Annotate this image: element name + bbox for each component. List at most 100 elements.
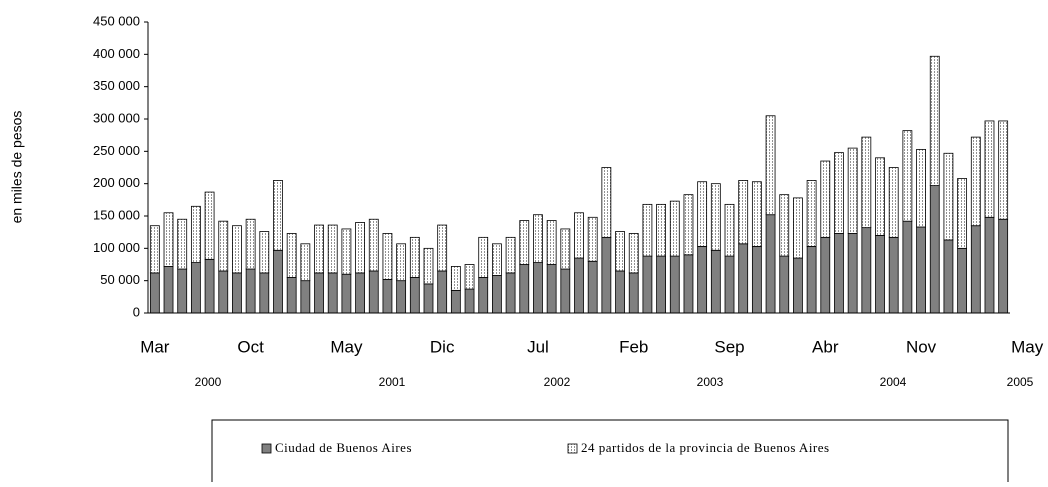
- bar-segment: [710, 249, 721, 314]
- x-tick-label: May: [330, 337, 363, 356]
- bar-segment: [615, 231, 625, 272]
- bar-segment: [437, 270, 448, 314]
- bar-segment: [314, 272, 324, 314]
- x-tick-label: May: [1011, 337, 1044, 356]
- bar-segment: [642, 255, 653, 314]
- bar-segment: [834, 152, 844, 234]
- bar-segment: [888, 167, 899, 238]
- bar-segment: [601, 167, 612, 238]
- bar-segment: [628, 272, 639, 314]
- bar-segment: [396, 243, 407, 282]
- bar-segment: [916, 148, 926, 228]
- bar-segment: [355, 272, 365, 314]
- bar-segment: [273, 249, 283, 314]
- bar-segment: [587, 260, 598, 314]
- bar-segment: [916, 226, 926, 314]
- bar-segment: [998, 218, 1009, 314]
- bar-segment: [204, 258, 215, 314]
- bar-segment: [861, 136, 872, 229]
- bar-segment: [149, 225, 160, 274]
- bar-segment: [177, 218, 188, 270]
- bar-segment: [724, 255, 735, 314]
- bar-segment: [861, 227, 872, 314]
- x-tick-label: Oct: [237, 337, 264, 356]
- bar-segment: [382, 278, 393, 314]
- y-tick-label: 350 000: [93, 78, 140, 93]
- bar-segment: [519, 220, 530, 265]
- bar-segment: [396, 280, 407, 314]
- year-label: 2004: [880, 375, 907, 389]
- bar-segment: [847, 147, 858, 234]
- bar-segment: [149, 272, 160, 314]
- bar-segment: [450, 266, 461, 291]
- bar-segment: [478, 277, 489, 314]
- bar-segment: [464, 264, 475, 290]
- bar-segment: [505, 236, 516, 274]
- bar-segment: [793, 257, 803, 314]
- bar-segment: [341, 228, 352, 275]
- bar-segment: [929, 55, 940, 187]
- bar-segment: [300, 243, 311, 282]
- bar-segment: [218, 270, 229, 314]
- x-tick-label: Jul: [527, 337, 549, 356]
- bar-segment: [382, 233, 393, 280]
- bar-segment: [847, 233, 858, 314]
- y-axis-label: en miles de pesos: [9, 111, 25, 224]
- bar-segment: [751, 181, 762, 247]
- year-label: 2005: [1007, 375, 1034, 389]
- bar-segment: [259, 272, 270, 314]
- bar-segment: [751, 245, 762, 314]
- x-tick-label: Mar: [140, 337, 170, 356]
- bar-segment: [779, 194, 790, 257]
- bar-segment: [902, 130, 913, 222]
- bar-segment: [245, 268, 256, 314]
- bar-segment: [505, 272, 516, 314]
- bar-segment: [163, 212, 174, 267]
- bar-segment: [943, 152, 954, 241]
- bar-segment: [683, 194, 694, 256]
- bar-segment: [259, 231, 270, 274]
- bar-segment: [957, 247, 968, 314]
- bar-segment: [957, 178, 968, 249]
- bar-segment: [286, 233, 297, 278]
- y-tick-label: 300 000: [93, 110, 140, 125]
- bar-segment: [587, 216, 598, 262]
- bar-segment: [492, 275, 502, 314]
- bar-segment: [218, 220, 229, 272]
- year-label: 2003: [697, 375, 724, 389]
- bar-segment: [834, 233, 844, 314]
- x-tick-label: Abr: [812, 337, 839, 356]
- bar-segment: [368, 218, 379, 272]
- bar-segment: [601, 236, 612, 314]
- bar-segment: [984, 216, 995, 314]
- bar-segment: [163, 266, 174, 314]
- bar-segment: [341, 273, 352, 314]
- legend-swatch: [567, 443, 578, 454]
- bar-segment: [793, 197, 803, 259]
- bar-segment: [998, 120, 1009, 220]
- bar-segment: [765, 115, 776, 216]
- bar-segment: [314, 224, 324, 274]
- x-tick-label: Sep: [714, 337, 744, 356]
- bar-segment: [697, 245, 708, 314]
- bar-segment: [546, 264, 557, 314]
- bar-segment: [765, 214, 776, 314]
- bar-segment: [546, 220, 557, 265]
- bar-segment: [204, 191, 215, 260]
- bar-segment: [273, 180, 283, 251]
- bar-segment: [669, 255, 680, 314]
- bar-segment: [232, 272, 242, 314]
- bar-segment: [177, 268, 188, 314]
- bar-segment: [970, 136, 981, 227]
- bar-segment: [286, 277, 297, 314]
- bar-segment: [902, 220, 913, 314]
- bar-segment: [560, 228, 571, 270]
- bar-segment: [984, 120, 995, 218]
- bar-segment: [710, 183, 721, 251]
- bar-segment: [970, 225, 981, 314]
- bar-segment: [738, 180, 749, 245]
- bar-segment: [642, 203, 653, 257]
- bar-segment: [929, 185, 940, 314]
- bar-segment: [738, 243, 749, 314]
